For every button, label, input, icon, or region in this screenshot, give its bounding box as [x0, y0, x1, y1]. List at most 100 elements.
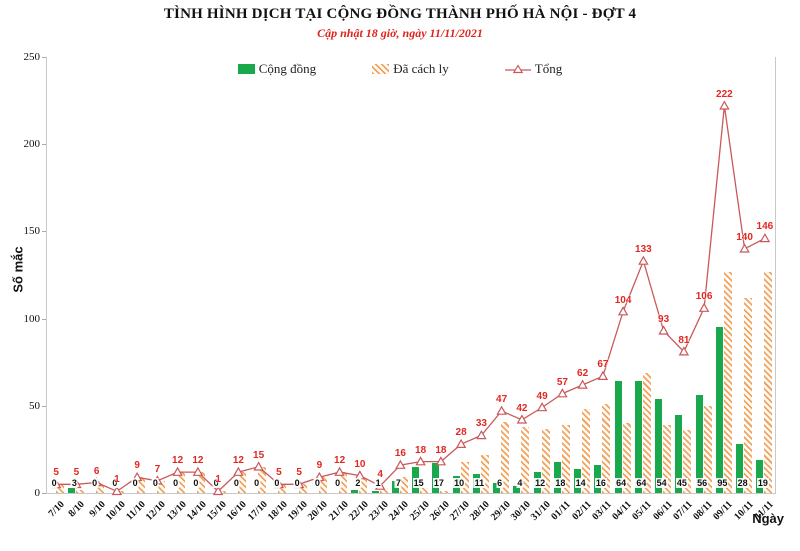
total-point-marker-icon [719, 100, 730, 110]
bar-value-label: 0 [313, 478, 321, 488]
chart-title: TÌNH HÌNH DỊCH TẠI CỘNG ĐỒNG THÀNH PHỐ H… [163, 6, 637, 22]
legend-label-cong-dong: Cộng đồng [258, 61, 317, 76]
total-value-label: 9 [316, 460, 323, 472]
bar-value-label: 3 [70, 478, 78, 488]
y-tick-mark [42, 144, 46, 146]
bar-value-label: 0 [253, 478, 261, 488]
total-value-label: 42 [516, 402, 528, 414]
total-point-marker-icon [739, 243, 750, 253]
total-point-marker-icon [516, 414, 528, 424]
legend-label-tong: Tổng [534, 61, 563, 76]
bar-da-cach-ly [440, 491, 449, 493]
total-value-label: 47 [496, 394, 508, 405]
total-point-marker-icon [658, 325, 669, 335]
x-axis-title: Ngày [752, 511, 784, 526]
total-value-label: 12 [192, 455, 204, 467]
bar-value-label: 45 [675, 478, 688, 488]
bar-value-label: 28 [736, 478, 749, 488]
total-value-label: 106 [695, 291, 713, 303]
total-value-label: 67 [597, 359, 609, 371]
total-point-marker-icon [496, 405, 507, 415]
bar-da-cach-ly [75, 489, 84, 493]
total-value-label: 12 [232, 455, 244, 467]
total-value-label: 1 [215, 474, 221, 486]
plot-right-border [775, 57, 776, 494]
bar-value-label: 64 [635, 478, 648, 488]
community-bar-swatch-icon [237, 64, 255, 74]
bar-value-label: 10 [453, 478, 466, 488]
bar-cong-dong [67, 487, 75, 493]
quarantine-bar-swatch-icon [372, 64, 390, 74]
total-value-label: 12 [334, 455, 346, 467]
bar-value-label: 0 [131, 478, 139, 488]
bar-value-label: 0 [172, 478, 180, 488]
total-value-label: 222 [716, 88, 733, 100]
total-value-label: 5 [296, 467, 302, 479]
bar-da-cach-ly [217, 491, 226, 493]
bar-value-label: 56 [696, 478, 709, 488]
total-value-label: 9 [134, 460, 140, 472]
y-axis-title: Số mắc [10, 246, 26, 293]
bar-value-label: 12 [534, 478, 547, 488]
total-value-label: 62 [577, 367, 589, 379]
y-tick-label: 0 [34, 487, 41, 499]
bar-value-label: 4 [516, 478, 524, 488]
legend-label-da-cach-ly: Đã cách ly [393, 61, 449, 76]
bar-value-label: 17 [432, 478, 445, 488]
total-value-label: 5 [73, 467, 80, 479]
y-tick-mark [42, 57, 46, 58]
chart-subtitle: Cập nhật 18 giờ, ngày 11/11/2021 [317, 26, 483, 40]
total-value-label: 7 [154, 463, 161, 475]
total-value-label: 12 [172, 455, 184, 467]
y-tick-mark [42, 405, 46, 407]
bar-value-label: 0 [334, 478, 342, 488]
total-point-marker-icon [597, 370, 609, 380]
bar-value-label: 0 [91, 478, 99, 488]
y-tick-label: 50 [29, 399, 40, 412]
bar-value-label: 14 [574, 478, 587, 488]
bar-cong-dong [715, 327, 723, 493]
total-point-marker-icon [455, 438, 467, 448]
total-value-label: 104 [614, 294, 632, 306]
total-value-label: 146 [756, 221, 774, 233]
bar-da-cach-ly [379, 487, 388, 493]
total-value-label: 10 [354, 458, 366, 470]
total-value-label: 81 [678, 334, 690, 346]
bar-cong-dong [371, 491, 379, 493]
total-point-marker-icon [476, 429, 487, 440]
total-point-marker-icon [536, 402, 548, 412]
bar-da-cach-ly [420, 487, 429, 493]
bar-value-label: 19 [756, 478, 769, 488]
total-value-label: 4 [377, 469, 383, 480]
total-value-label: 49 [536, 390, 548, 402]
bar-value-label: 15 [412, 478, 425, 488]
bar-da-cach-ly [116, 491, 125, 493]
total-point-marker-icon [638, 255, 649, 265]
total-point-marker-icon [577, 379, 588, 389]
bar-da-cach-ly [723, 271, 732, 493]
bar-value-label: 0 [50, 478, 58, 488]
total-point-marker-icon [395, 459, 406, 469]
bar-value-label: 0 [273, 478, 281, 488]
total-value-label: 18 [435, 444, 447, 456]
total-value-label: 93 [658, 313, 670, 325]
total-value-label: 140 [736, 231, 753, 243]
total-point-marker-icon [557, 388, 568, 398]
total-line-marker-icon [504, 63, 531, 75]
bar-da-cach-ly [642, 372, 651, 493]
legend-item-da-cach-ly: Đã cách ly [372, 61, 449, 77]
y-tick-mark [42, 493, 46, 494]
bar-value-label: 6 [496, 478, 504, 488]
bar-value-label: 7 [394, 478, 402, 488]
bar-value-label: 18 [554, 478, 567, 488]
legend: Cộng đồng Đã cách ly Tổng [0, 61, 800, 77]
y-tick-mark [42, 318, 46, 320]
bar-da-cach-ly [764, 271, 773, 493]
total-value-label: 18 [415, 444, 427, 456]
bar-value-label: 0 [293, 478, 301, 488]
bar-value-label: 11 [473, 478, 486, 488]
total-value-label: 5 [276, 467, 282, 479]
bar-cong-dong [634, 381, 642, 493]
legend-item-tong: Tổng [504, 61, 563, 77]
y-tick-label: 200 [23, 138, 41, 151]
